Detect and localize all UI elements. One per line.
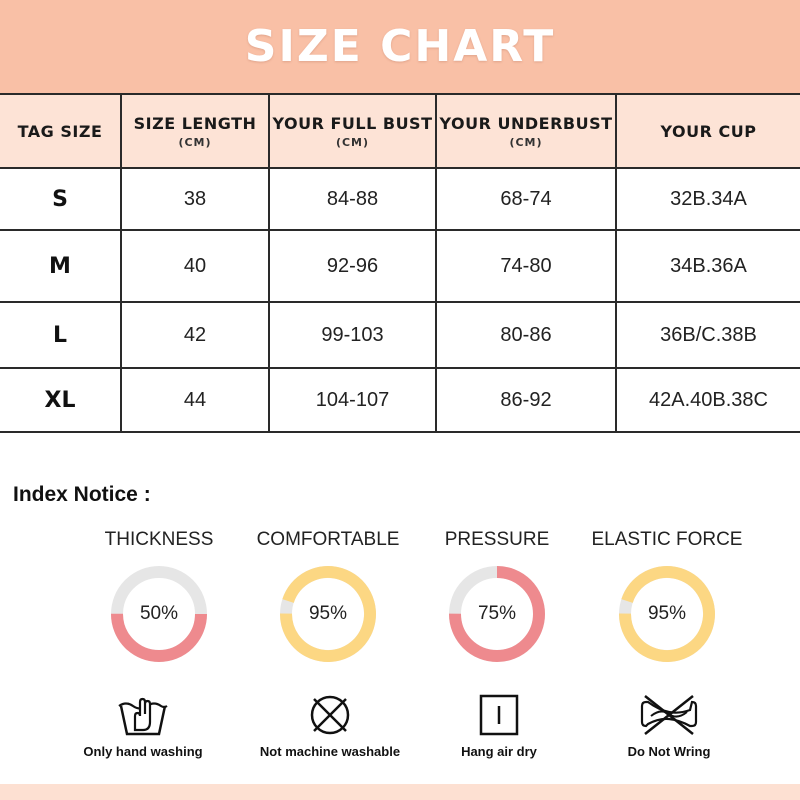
ring-svg <box>449 566 545 662</box>
cup-cell: 32B.34A <box>615 167 800 231</box>
size-length-cell: 42 <box>120 301 270 369</box>
footer-strip <box>0 784 800 800</box>
metric-label: COMFORTABLE <box>256 529 400 550</box>
care-label: Do Not Wring <box>627 744 711 759</box>
underbust-cell: 68-74 <box>435 167 617 231</box>
table-row: XL 44 104-107 86-92 42A.40B.38C <box>0 367 800 433</box>
care-label: Not machine washable <box>259 744 401 759</box>
care-hang-dry: Hang air dry <box>409 692 589 759</box>
metric-label: PRESSURE <box>444 529 550 550</box>
underbust-cell: 74-80 <box>435 229 617 303</box>
care-label: Only hand washing <box>83 744 203 759</box>
ring-svg <box>280 566 376 662</box>
care-label: Hang air dry <box>461 744 537 759</box>
column-header-cup: YOUR CUP <box>615 93 800 169</box>
progress-ring: 75% <box>447 564 547 664</box>
table-row: M 40 92-96 74-80 34B.36A <box>0 229 800 303</box>
size-table: TAG SIZE SIZE LENGTH (CM) YOUR FULL BUST… <box>0 93 800 433</box>
page-title: SIZE CHART <box>244 21 556 72</box>
progress-ring: 95% <box>278 564 378 664</box>
index-notice-title: Index Notice : <box>13 483 151 506</box>
header-banner: SIZE CHART <box>0 0 800 93</box>
table-row: S 38 84-88 68-74 32B.34A <box>0 167 800 231</box>
full-bust-cell: 104-107 <box>268 367 437 433</box>
metric-value: 95% <box>308 603 348 624</box>
underbust-cell: 80-86 <box>435 301 617 369</box>
table-row: L 42 99-103 80-86 36B/C.38B <box>0 301 800 369</box>
care-no-machine-wash: Not machine washable <box>240 692 420 759</box>
column-header-size-length: SIZE LENGTH (CM) <box>120 93 270 169</box>
metric-value: 50% <box>139 603 179 624</box>
underbust-cell: 86-92 <box>435 367 617 433</box>
metric-label: THICKNESS <box>104 529 214 550</box>
cup-cell: 34B.36A <box>615 229 800 303</box>
metric-pressure: PRESSURE 75% <box>407 528 587 664</box>
full-bust-cell: 92-96 <box>268 229 437 303</box>
hand-wash-icon <box>118 697 168 736</box>
column-header-underbust: YOUR UNDERBUST (CM) <box>435 93 617 169</box>
cup-cell: 42A.40B.38C <box>615 367 800 433</box>
column-header-tag-size: TAG SIZE <box>0 93 122 169</box>
size-length-cell: 44 <box>120 367 270 433</box>
do-not-wring-icon <box>640 695 698 735</box>
tag-size-cell: XL <box>0 367 122 433</box>
cup-cell: 36B/C.38B <box>615 301 800 369</box>
column-header-full-bust: YOUR FULL BUST (CM) <box>268 93 437 169</box>
progress-ring: 50% <box>109 564 209 664</box>
progress-ring: 95% <box>617 564 717 664</box>
full-bust-cell: 99-103 <box>268 301 437 369</box>
hang-dry-icon <box>479 694 519 736</box>
ring-svg <box>619 566 715 662</box>
ring-fill <box>449 566 545 662</box>
metric-value: 75% <box>477 603 517 624</box>
metric-thickness: THICKNESS 50% <box>69 528 249 664</box>
metric-elastic-force: ELASTIC FORCE 95% <box>577 528 757 664</box>
ring-fill <box>111 566 207 662</box>
table-header-row: TAG SIZE SIZE LENGTH (CM) YOUR FULL BUST… <box>0 93 800 169</box>
metric-value: 95% <box>647 603 687 624</box>
metric-comfortable: COMFORTABLE 95% <box>238 528 418 664</box>
care-do-not-wring: Do Not Wring <box>579 692 759 759</box>
tag-size-cell: S <box>0 167 122 231</box>
full-bust-cell: 84-88 <box>268 167 437 231</box>
ring-svg <box>111 566 207 662</box>
size-length-cell: 40 <box>120 229 270 303</box>
metric-label: ELASTIC FORCE <box>591 529 743 550</box>
care-hand-wash: Only hand washing <box>53 692 233 759</box>
no-machine-wash-icon <box>310 695 350 735</box>
tag-size-cell: L <box>0 301 122 369</box>
tag-size-cell: M <box>0 229 122 303</box>
size-length-cell: 38 <box>120 167 270 231</box>
